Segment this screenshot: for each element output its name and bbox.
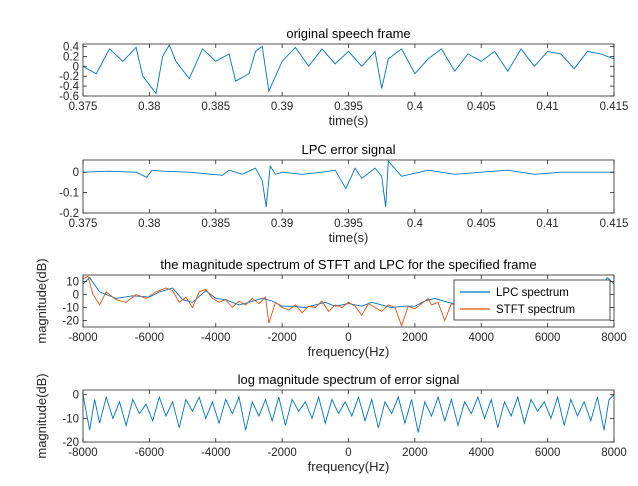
y-tick-label: -0.6 — [59, 91, 79, 103]
x-tick-label: -6000 — [135, 447, 164, 459]
x-tick-label: 0.4 — [407, 218, 424, 230]
y-tick-label: -20 — [62, 316, 79, 328]
x-tick-label: -6000 — [135, 332, 164, 344]
x-tick-label: 0.385 — [201, 101, 230, 113]
x-tick-label: 0.41 — [536, 218, 558, 230]
y-tick-label: 10 — [66, 277, 79, 289]
x-tick-label: -2000 — [267, 332, 296, 344]
series-line-1 — [83, 394, 614, 433]
y-tick-label: -10 — [62, 413, 79, 425]
x-tick-label: 0.41 — [536, 101, 558, 113]
x-axis-label: time(s) — [329, 113, 369, 128]
subplot-1: 0.375 0.38 0.385 0.39 0.395 0.4 0.405 0.41 0.415… — [59, 26, 628, 128]
x-tick-label: 0.375 — [69, 218, 98, 230]
x-tick-label: 0.39 — [271, 101, 293, 113]
y-tick-label: 0 — [73, 290, 79, 302]
chart-title: log magnitude spectrum of error signal — [238, 372, 460, 387]
x-tick-label: -8000 — [68, 332, 97, 344]
x-tick-label: 2000 — [402, 447, 428, 459]
x-tick-label: 4000 — [468, 332, 494, 344]
subplot-4: -8000 -6000 -4000 -2000 0 2000 4000 6000 8000 0 -1… — [34, 372, 627, 474]
x-tick-label: -4000 — [201, 332, 230, 344]
x-tick-label: -4000 — [201, 447, 230, 459]
x-tick-label: 8000 — [601, 332, 627, 344]
y-tick-label: 0.4 — [63, 41, 80, 53]
x-tick-label: 0.38 — [138, 101, 160, 113]
legend-entry: STFT spectrum — [496, 304, 575, 316]
series-line-2 — [83, 275, 459, 327]
subplot-2: 0.375 0.38 0.385 0.39 0.395 0.4 0.405 0.41 0.415… — [59, 142, 628, 245]
x-tick-label: 2000 — [402, 332, 428, 344]
x-tick-label: -8000 — [68, 447, 97, 459]
x-tick-label: 0.4 — [407, 101, 424, 113]
y-tick-label: -20 — [62, 437, 79, 449]
y-tick-label: -0.2 — [59, 208, 79, 220]
x-tick-label: 0.415 — [600, 101, 629, 113]
plot-area — [83, 160, 614, 213]
x-tick-label: 0.405 — [467, 218, 496, 230]
subplot-3: -8000 -6000 -4000 -2000 0 2000 4000 6000 8000100… — [34, 257, 627, 359]
series-line-1 — [83, 44, 614, 95]
y-tick-label: 0 — [73, 390, 79, 402]
y-tick-label: -0.4 — [59, 81, 79, 93]
x-tick-label: 0.39 — [271, 218, 293, 230]
x-tick-label: 6000 — [535, 447, 561, 459]
legend-box — [453, 279, 611, 321]
x-axis-label: frequency(Hz) — [308, 344, 390, 359]
plot-area — [83, 390, 614, 442]
plot-area — [83, 44, 614, 96]
x-tick-label: 0.375 — [69, 101, 98, 113]
x-tick-label: 0.395 — [334, 218, 363, 230]
x-tick-label: 0.395 — [334, 101, 363, 113]
x-tick-label: 0.385 — [201, 218, 230, 230]
x-axis-label: frequency(Hz) — [308, 459, 390, 474]
legend-entry: LPC spectrum — [496, 287, 569, 299]
y-tick-label: -10 — [62, 303, 79, 315]
y-tick-label: 0.2 — [63, 51, 79, 63]
series-line-1 — [83, 160, 614, 207]
x-tick-label: 8000 — [601, 447, 627, 459]
y-axis-label: magnitude(dB) — [34, 373, 49, 458]
y-axis-label: magnitude(dB) — [34, 258, 49, 343]
x-tick-label: 0.405 — [467, 101, 496, 113]
y-tick-label: -0.1 — [59, 188, 79, 200]
x-tick-label: 4000 — [468, 447, 494, 459]
chart-title: original speech frame — [286, 26, 410, 41]
x-tick-label: 0 — [345, 332, 351, 344]
x-tick-label: 0.415 — [600, 218, 629, 230]
x-tick-label: 0 — [345, 447, 351, 459]
legend: LPC spectrum STFT spectrum — [453, 279, 611, 321]
chart-title: LPC error signal — [302, 142, 396, 157]
x-tick-label: 6000 — [535, 332, 561, 344]
y-tick-label: -0.2 — [59, 71, 79, 83]
x-tick-label: 0.38 — [138, 218, 160, 230]
y-tick-label: 0 — [73, 167, 79, 179]
x-tick-label: -2000 — [267, 447, 296, 459]
chart-title: the magnitude spectrum of STFT and LPC f… — [160, 257, 536, 272]
y-tick-label: 0 — [73, 61, 79, 73]
x-axis-label: time(s) — [329, 230, 369, 245]
